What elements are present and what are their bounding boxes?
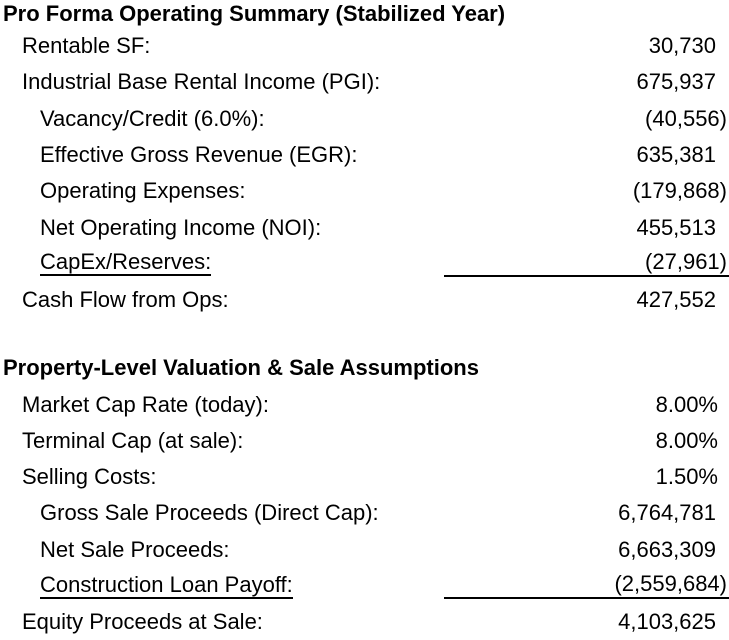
row-value-cell: 675,937	[444, 71, 729, 93]
row-label-text: Operating Expenses:	[40, 178, 246, 204]
row-value: 6,663,309	[618, 536, 716, 562]
row-label: Construction Loan Payoff:	[3, 571, 444, 599]
row-label-text: Equity Proceeds at Sale:	[22, 609, 263, 635]
row-label: Market Cap Rate (today):	[3, 391, 444, 417]
row-value: 455,513	[636, 214, 716, 240]
section-gap	[3, 318, 729, 350]
row-label: Effective Gross Revenue (EGR):	[3, 144, 444, 166]
row-value-cell: (27,961)	[444, 248, 729, 277]
row-label-text: Market Cap Rate (today):	[22, 391, 269, 417]
row-value-line: 4,103,625	[444, 611, 729, 633]
row-label: Selling Costs:	[3, 466, 444, 488]
row-label: Rentable SF:	[3, 35, 444, 57]
row-value-cell: 6,764,781	[444, 502, 729, 524]
row-value-line: 6,764,781	[444, 502, 729, 524]
table-row: Terminal Cap (at sale): 8.00%	[3, 423, 729, 459]
row-value: 427,552	[636, 287, 716, 313]
row-label: Operating Expenses:	[3, 180, 444, 202]
row-label: Net Sale Proceeds:	[3, 536, 444, 562]
row-label-text: Gross Sale Proceeds (Direct Cap):	[40, 500, 379, 526]
row-label: Equity Proceeds at Sale:	[3, 611, 444, 633]
row-label-text: Net Sale Proceeds:	[40, 536, 230, 562]
table-row: Industrial Base Rental Income (PGI): 675,…	[3, 64, 729, 100]
row-value-line: 635,381	[444, 144, 729, 166]
row-value: 635,381	[636, 142, 716, 168]
row-label: Vacancy/Credit (6.0%):	[3, 105, 444, 131]
row-value-cell: 427,552	[444, 289, 729, 311]
table-row: Equity Proceeds at Sale: 4,103,625	[3, 604, 729, 640]
row-value: 8.00%	[655, 391, 718, 417]
table-row: Construction Loan Payoff: (2,559,684)	[3, 568, 729, 604]
row-label-text: Net Operating Income (NOI):	[40, 214, 322, 240]
row-label-text: Rentable SF:	[22, 33, 151, 59]
row-label: Industrial Base Rental Income (PGI):	[3, 71, 444, 93]
row-value-cell: (40,556)	[444, 105, 729, 131]
row-value: 6,764,781	[618, 500, 716, 526]
row-value-cell: (179,868)	[444, 180, 729, 202]
table-row: Net Operating Income (NOI): 455,513	[3, 209, 729, 245]
table-row: Operating Expenses: (179,868)	[3, 173, 729, 209]
row-label: Gross Sale Proceeds (Direct Cap):	[3, 502, 444, 524]
section-title: Pro Forma Operating Summary (Stabilized …	[3, 1, 506, 26]
row-value: 675,937	[636, 69, 716, 95]
table-row: Gross Sale Proceeds (Direct Cap): 6,764,7…	[3, 495, 729, 531]
row-value-line: (2,559,684)	[444, 573, 729, 599]
row-value-cell: 455,513	[444, 214, 729, 240]
table-row: Vacancy/Credit (6.0%): (40,556)	[3, 101, 729, 137]
row-label-text: Construction Loan Payoff:	[40, 571, 293, 599]
row-value-cell: 6,663,309	[444, 536, 729, 562]
row-label-text: Industrial Base Rental Income (PGI):	[22, 69, 381, 95]
row-value-line: 8.00%	[444, 427, 729, 453]
table-row: Effective Gross Revenue (EGR): 635,381	[3, 137, 729, 173]
row-value-cell: 1.50%	[444, 466, 729, 488]
table-row: Net Sale Proceeds: 6,663,309	[3, 532, 729, 568]
row-value-line: 455,513	[444, 214, 729, 240]
row-value-line: (40,556)	[444, 105, 729, 131]
row-value-cell: (2,559,684)	[444, 573, 729, 599]
row-label-text: Vacancy/Credit (6.0%):	[40, 105, 265, 131]
table-row: Rentable SF: 30,730	[3, 28, 729, 64]
row-value: 8.00%	[655, 427, 718, 453]
row-value-cell: 635,381	[444, 144, 729, 166]
row-label: CapEx/Reserves:	[3, 249, 444, 277]
row-label-text: Terminal Cap (at sale):	[22, 427, 244, 453]
table-row: Market Cap Rate (today): 8.00%	[3, 386, 729, 422]
row-value-cell: 8.00%	[444, 427, 729, 453]
row-value: 30,730	[648, 33, 716, 59]
row-value-line: 8.00%	[444, 391, 729, 417]
row-value-cell: 4,103,625	[444, 611, 729, 633]
row-value: (179,868)	[632, 178, 727, 204]
row-value: (27,961)	[645, 248, 727, 274]
row-value-line: (27,961)	[444, 248, 729, 277]
row-value-line: 675,937	[444, 71, 729, 93]
row-value-line: 427,552	[444, 289, 729, 311]
table-row: Selling Costs: 1.50%	[3, 459, 729, 495]
row-value-line: 1.50%	[444, 466, 729, 488]
section-title: Property-Level Valuation & Sale Assumpti…	[3, 355, 479, 381]
row-value-cell: 30,730	[444, 35, 729, 57]
row-label: Cash Flow from Ops:	[3, 289, 444, 311]
row-label: Net Operating Income (NOI):	[3, 214, 444, 240]
row-value: 4,103,625	[618, 609, 716, 635]
row-value-line: 30,730	[444, 35, 729, 57]
table-row: CapEx/Reserves: (27,961)	[3, 246, 729, 282]
row-label-text: Selling Costs:	[22, 464, 157, 490]
row-label: Terminal Cap (at sale):	[3, 427, 444, 453]
row-value: (2,559,684)	[614, 571, 727, 596]
row-value-line: 6,663,309	[444, 536, 729, 562]
row-label-text: CapEx/Reserves:	[40, 249, 212, 277]
table-row: Cash Flow from Ops: 427,552	[3, 282, 729, 318]
row-value-line: (179,868)	[444, 180, 729, 202]
row-label-text: Cash Flow from Ops:	[22, 287, 229, 313]
row-value: 1.50%	[655, 464, 718, 490]
row-label-text: Effective Gross Revenue (EGR):	[40, 142, 358, 168]
row-value-cell: 8.00%	[444, 391, 729, 417]
row-value: (40,556)	[645, 105, 727, 131]
